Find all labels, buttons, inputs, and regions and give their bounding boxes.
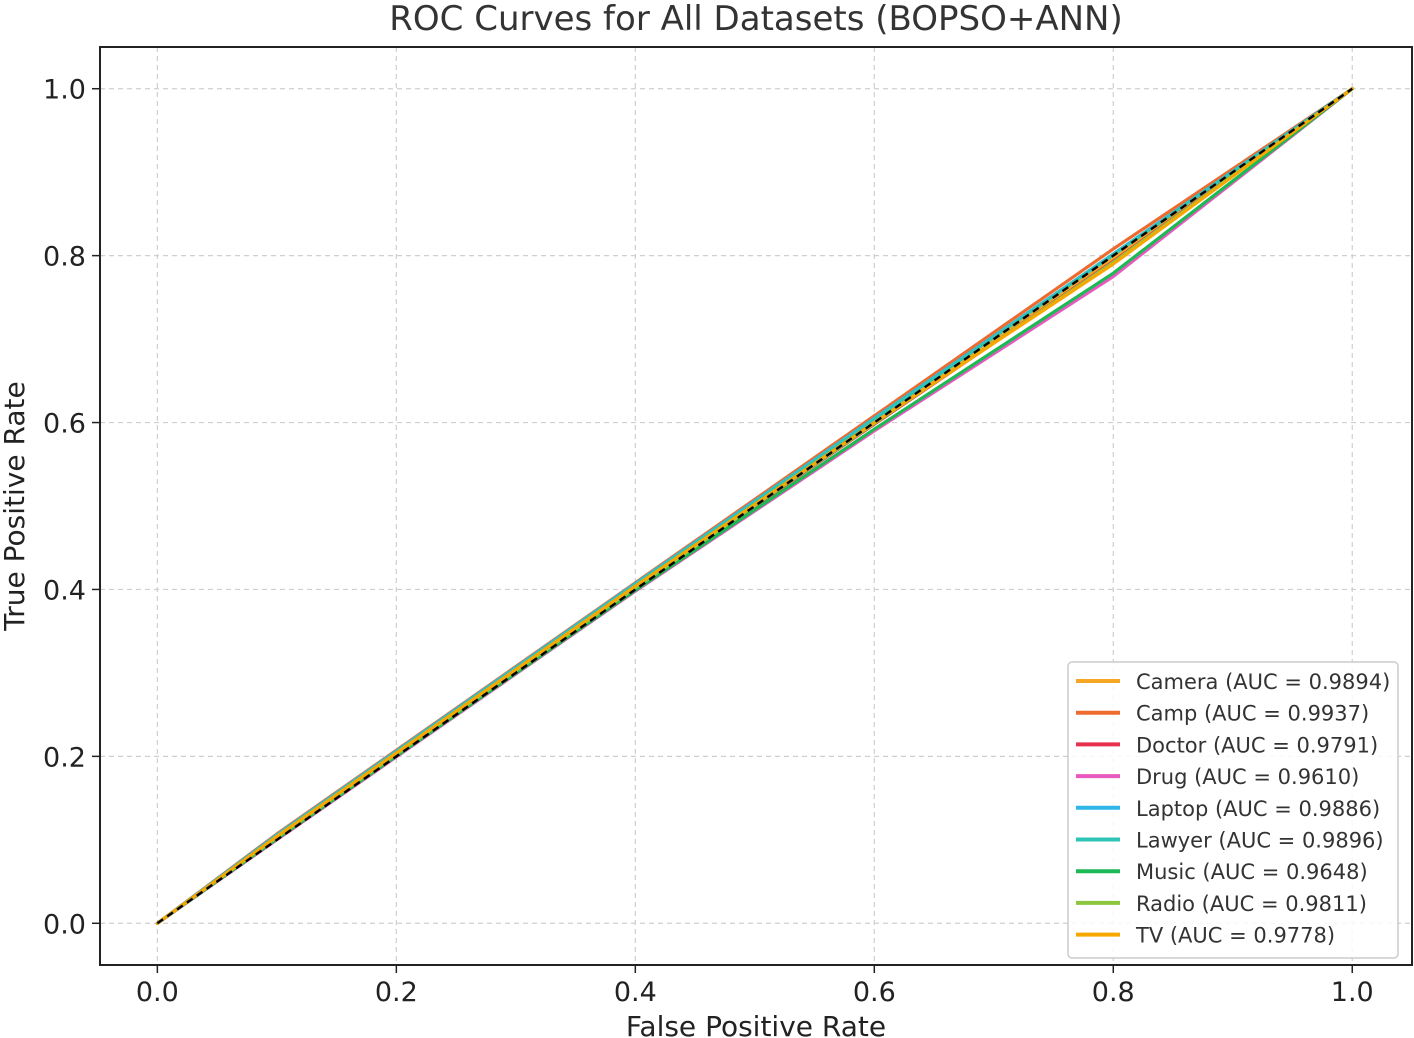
x-axis-label: False Positive Rate bbox=[626, 1010, 886, 1038]
y-axis-label: True Positive Rate bbox=[0, 381, 31, 631]
reference-diagonal bbox=[156, 87, 1353, 925]
legend-label-camp: Camp (AUC = 0.9937) bbox=[1136, 702, 1369, 726]
x-tick-label: 0.2 bbox=[375, 977, 418, 1008]
legend-label-music: Music (AUC = 0.9648) bbox=[1136, 860, 1368, 884]
legend-label-doctor: Doctor (AUC = 0.9791) bbox=[1136, 733, 1378, 757]
legend-label-drug: Drug (AUC = 0.9610) bbox=[1136, 765, 1359, 789]
x-tick-label: 1.0 bbox=[1331, 977, 1374, 1008]
x-tick-label: 0.4 bbox=[614, 977, 657, 1008]
y-tick-label: 0.0 bbox=[43, 909, 86, 940]
y-tick-label: 0.6 bbox=[43, 409, 86, 440]
y-tick-label: 0.4 bbox=[43, 575, 86, 606]
y-tick-label: 0.2 bbox=[43, 742, 86, 773]
y-tick-label: 0.8 bbox=[43, 242, 86, 273]
reference-diagonal-line bbox=[156, 87, 1353, 925]
legend-box bbox=[1067, 661, 1399, 959]
x-tick-label: 0.0 bbox=[136, 977, 179, 1008]
x-tick-label: 0.6 bbox=[853, 977, 896, 1008]
roc-series bbox=[155, 87, 1354, 925]
legend-label-lawyer: Lawyer (AUC = 0.9896) bbox=[1136, 829, 1384, 853]
legend-label-tv: TV (AUC = 0.9778) bbox=[1135, 924, 1335, 948]
plot-frame bbox=[99, 46, 1413, 966]
legend-label-camera: Camera (AUC = 0.9894) bbox=[1136, 670, 1390, 694]
chart-title: ROC Curves for All Datasets (BOPSO+ANN) bbox=[389, 0, 1122, 39]
roc-line-tv bbox=[155, 87, 1354, 925]
x-tick-label: 0.8 bbox=[1092, 977, 1135, 1008]
legend-label-laptop: Laptop (AUC = 0.9886) bbox=[1136, 797, 1380, 821]
y-tick-label: 1.0 bbox=[43, 75, 86, 106]
legend: Camera (AUC = 0.9894) Camp (AUC = 0.9937)… bbox=[1067, 661, 1399, 959]
axis-ticks: 0.0 0.2 0.4 0.6 0.8 1.0 0.0 0.2 0.4 0.6 0.8 1.0 bbox=[43, 75, 1374, 1008]
legend-label-radio: Radio (AUC = 0.9811) bbox=[1136, 892, 1367, 916]
